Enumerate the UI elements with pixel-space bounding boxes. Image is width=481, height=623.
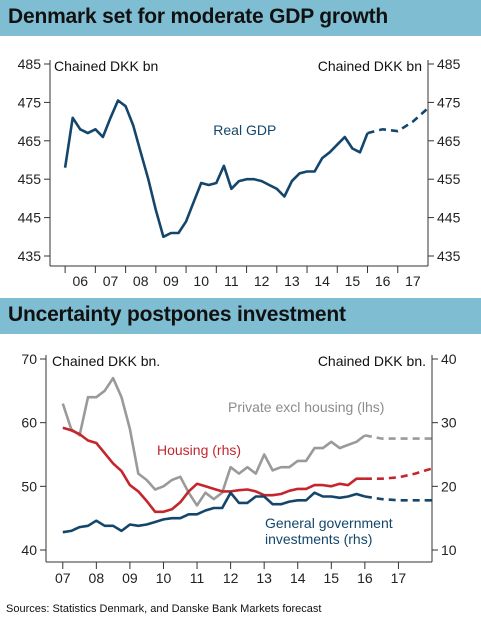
x-tick-label: 11: [224, 273, 239, 289]
y-tick-label-left: 70: [21, 351, 37, 367]
y-tick-label-right: 465: [437, 133, 461, 149]
x-tick-label: 12: [223, 570, 239, 586]
y-tick-label-left: 455: [18, 171, 42, 187]
chart-2-panel: 40 50 60 70 10 20 30 40 07 08 09 10 11 12 13 14 15 16 17 Ch…: [0, 334, 481, 600]
y-axis-label-right: Chained DKK bn: [318, 58, 422, 74]
private-excl-housing-forecast-line: [364, 434, 432, 440]
x-tick-label: 07: [55, 570, 71, 586]
y-tick-label-left: 475: [18, 94, 42, 110]
chart-2-title-bar: Uncertainty postpones investment: [0, 298, 481, 334]
x-tick-label: 06: [72, 273, 88, 289]
real-gdp-label: Real GDP: [213, 122, 276, 138]
y-tick-label-right: 475: [437, 94, 461, 110]
x-tick-label: 17: [405, 273, 421, 289]
y-axis-label-right: Chained DKK bn.: [318, 353, 426, 369]
x-tick-label: 16: [375, 273, 391, 289]
x-tick-label: 09: [163, 273, 179, 289]
x-tick-label: 07: [103, 273, 119, 289]
chart-1-title-bar: Denmark set for moderate GDP growth: [0, 0, 481, 36]
x-tick-label: 08: [89, 570, 105, 586]
y-tick-label-left: 435: [18, 248, 42, 264]
real-gdp-forecast-line: [367, 107, 429, 135]
y-tick-label-left: 60: [21, 415, 37, 431]
y-tick-label-right: 20: [441, 478, 457, 494]
x-tick-label: 14: [290, 570, 306, 586]
x-tick-label: 11: [190, 570, 205, 586]
chart-1-panel: 435 435 445 445 455 455 465 465 475 475 485 485 06 07…: [0, 36, 481, 298]
investment-chart: 40 50 60 70 10 20 30 40 07 08 09 10 11 12 13 14 15 16 17 Ch…: [21, 351, 457, 586]
x-tick-label: 08: [133, 273, 149, 289]
y-tick-label-right: 30: [441, 415, 457, 431]
x-tick-label: 09: [122, 570, 138, 586]
y-tick-label-left: 485: [18, 56, 42, 72]
y-tick-label-right: 435: [437, 248, 461, 264]
y-tick-label-left: 50: [21, 478, 37, 494]
y-axis-label-left: Chained DKK bn.: [52, 353, 160, 369]
private-excl-housing-label: Private excl housing (lhs): [228, 399, 384, 415]
gdp-chart: 435 435 445 445 455 455 465 465 475 475 485 485 06 07…: [18, 56, 461, 289]
x-tick-label: 13: [284, 273, 300, 289]
x-tick-label: 16: [357, 570, 373, 586]
y-tick-label-right: 485: [437, 56, 461, 72]
chart-1-title: Denmark set for moderate GDP growth: [8, 5, 389, 28]
general-government-forecast-line: [364, 495, 432, 502]
x-tick-label: 10: [193, 273, 209, 289]
general-government-line: [62, 491, 366, 534]
x-tick-label: 17: [391, 570, 407, 586]
y-tick-label-left: 445: [18, 210, 42, 226]
x-tick-label: 15: [345, 273, 361, 289]
source-note: Sources: Statistics Denmark, and Danske …: [6, 603, 322, 615]
general-government-label-line2: investments (rhs): [265, 531, 372, 547]
x-tick-label: 13: [256, 570, 272, 586]
x-tick-label: 10: [156, 570, 172, 586]
real-gdp-line: [63, 99, 369, 239]
x-tick-label: 15: [324, 570, 340, 586]
housing-forecast-line: [364, 467, 433, 480]
y-tick-label-left: 40: [21, 542, 37, 558]
housing-label: Housing (rhs): [157, 442, 241, 458]
y-tick-label-left: 465: [18, 133, 42, 149]
y-tick-label-right: 10: [441, 542, 457, 558]
housing-line: [62, 426, 365, 514]
general-government-label-line1: General government: [265, 515, 393, 531]
x-tick-label: 12: [254, 273, 270, 289]
y-axis-label-left: Chained DKK bn: [54, 58, 158, 74]
y-tick-label-right: 40: [441, 351, 457, 367]
private-excl-housing-line: [61, 376, 366, 507]
y-tick-label-right: 455: [437, 171, 461, 187]
y-tick-label-right: 445: [437, 210, 461, 226]
chart-2-title: Uncertainty postpones investment: [8, 303, 346, 326]
x-tick-label: 14: [314, 273, 330, 289]
